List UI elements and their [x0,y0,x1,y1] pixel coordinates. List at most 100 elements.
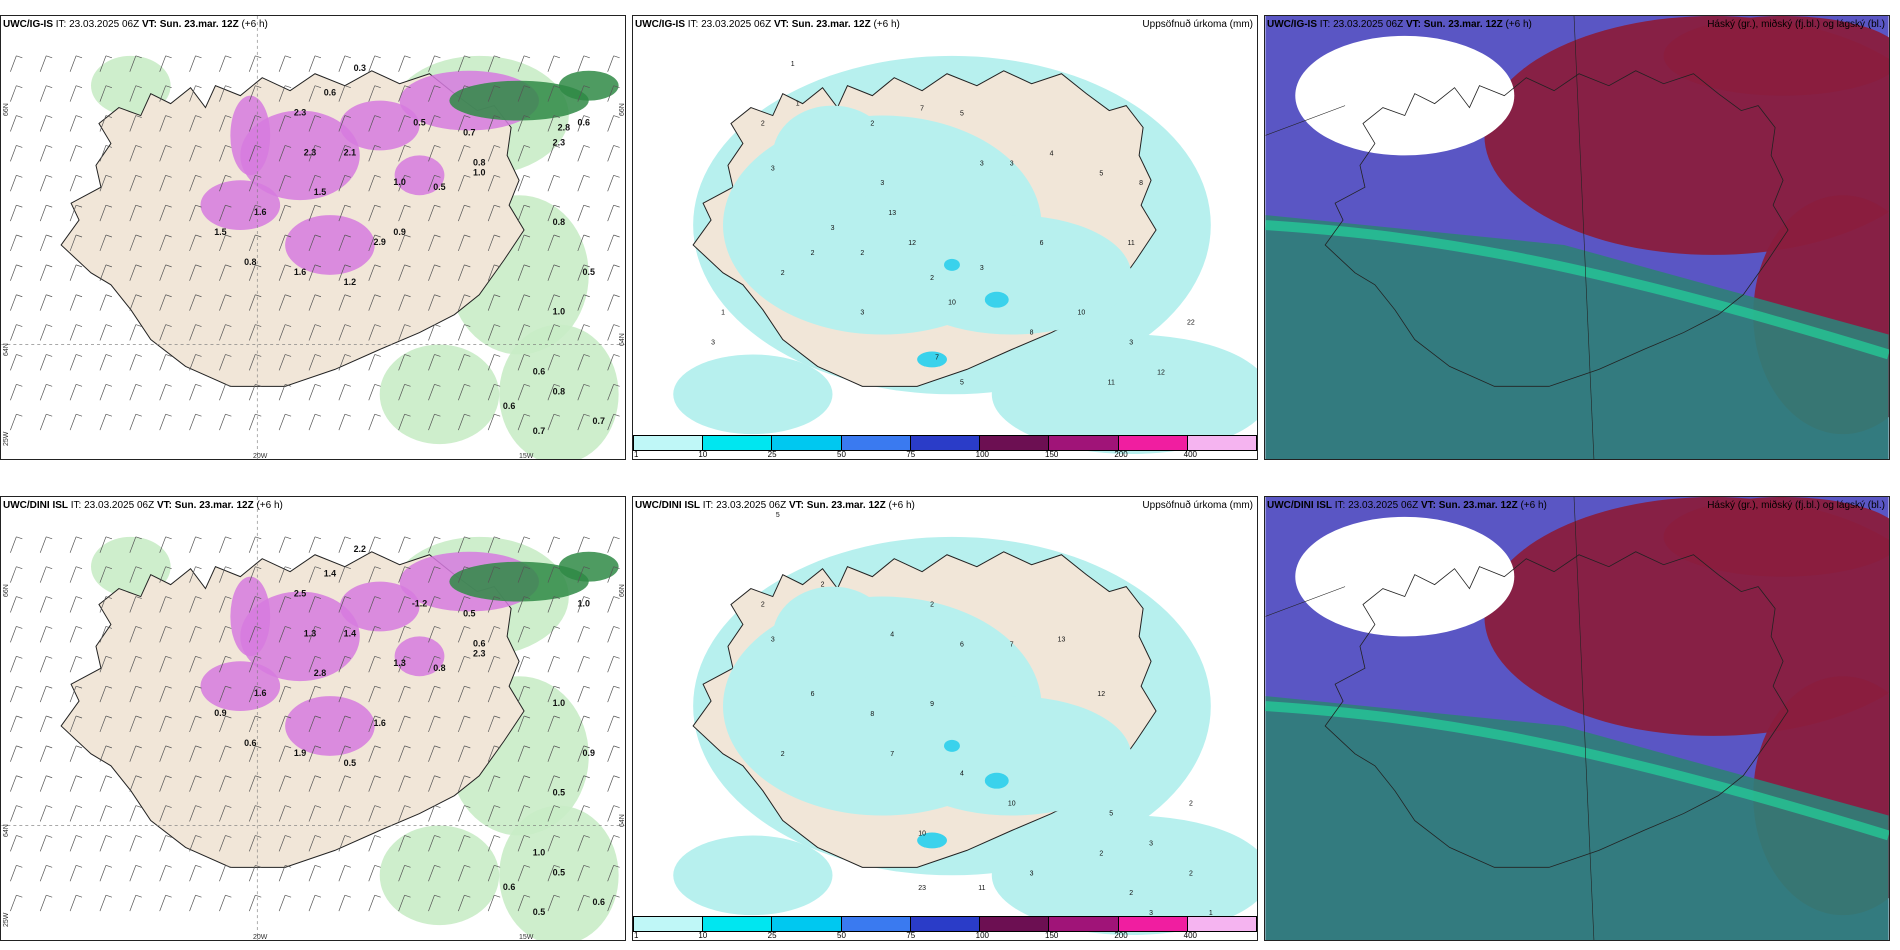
wind-barb [308,204,322,222]
wind-barb [248,775,262,792]
wind-barb [129,55,142,72]
value-label: 7 [1010,641,1014,648]
wind-barb [398,115,411,132]
wind-barb [189,865,202,882]
wind-barb [577,865,590,882]
wind-barb [248,115,262,132]
value-label: 0.6 [592,897,604,907]
wind-barb [517,865,531,882]
value-label: 1.3 [393,658,405,668]
wind-barb [308,775,322,792]
precip-area-land [892,215,1132,335]
wind-barb [159,413,172,431]
wind-barb [338,865,351,882]
wind-barb [428,204,441,222]
wind-barb [368,354,381,371]
panel-title: Háský (gr.), miðský (fj.bl.) og lágský (… [1707,19,1885,30]
wind-barb [248,174,262,192]
wind-barb [607,655,620,673]
wind-barb [219,234,232,252]
wind-barb [159,775,172,792]
value-label: 1 [1209,910,1213,917]
value-label: 10 [1078,310,1086,317]
wind-barb [99,626,113,643]
wind-barb [338,174,351,192]
wind-barb [159,174,172,192]
wind-barb [278,85,292,102]
wind-barb [69,204,83,222]
wind-barb [129,145,142,162]
wind-barb [278,115,292,132]
wind-barb [368,865,381,882]
wind-barb [159,894,172,912]
wind-barb [398,685,411,703]
wind-barb [99,865,113,882]
wind-barb [368,145,381,162]
legend-swatch [1118,436,1188,450]
wind-barb [39,685,53,703]
wind-barb [487,204,501,222]
wind-barb [517,204,531,222]
value-label: 2.3 [553,137,565,147]
wind-barb [368,324,381,341]
precip-snow-area [230,576,271,657]
wind-barb [338,775,351,792]
wind-barb [428,805,441,822]
wind-barb [338,234,351,252]
legend-swatch [1118,917,1188,931]
wind-barb [129,413,142,431]
wind-barb [428,324,441,341]
wind-barb [458,805,471,822]
wind-barb [219,894,232,912]
value-label: 2.1 [344,147,356,157]
wind-barb [487,745,501,762]
wind-barb [458,384,471,401]
wind-barb [428,55,441,72]
wind-barb [189,413,202,431]
wind-barb [10,324,23,341]
precip-heavy-area [944,739,960,752]
panel-precip-bottom: UWC/DINI ISL IT: 23.03.2025 06Z VT: Sun.… [632,496,1258,941]
value-label: 10 [1008,801,1016,808]
wind-barb [99,145,113,162]
wind-barb [487,174,501,192]
wind-barb [189,626,202,643]
wind-barb [129,536,142,553]
panel-header: UWC/IG-IS IT: 23.03.2025 06Z VT: Sun. 23… [1267,19,1532,30]
wind-barb [69,115,83,132]
wind-barb [338,596,351,613]
wind-barb [278,626,292,643]
wind-barb [278,174,292,192]
value-label: 5 [960,379,964,386]
value-label: 2.2 [354,544,366,554]
wind-barb [517,715,531,733]
legend-swatch [1187,917,1256,931]
wind-barb [577,685,590,703]
wind-barb [189,174,202,192]
wind-barb [69,264,83,281]
wind-barb [308,174,322,192]
wind-barb [398,865,411,882]
wind-barb [428,745,441,762]
value-label: 2 [860,250,864,257]
wind-map-top: 0.3 0.5 0.7 2.3 2.1 1.0 2.3 0.6 0.8 1.6 1.2 1.5 1.6 1… [1,16,625,459]
precip-light-area [379,825,500,926]
wind-barb [159,55,172,72]
wind-barb [10,536,23,553]
value-label: 2 [781,270,785,277]
value-label: 7 [890,751,894,758]
wind-barb [69,174,83,192]
wind-barb [99,715,113,733]
wind-barb [338,805,351,822]
precip-area [991,334,1257,455]
wind-barb [517,174,531,192]
wind-barb [129,204,142,222]
value-label: 1.6 [294,267,306,277]
wind-barb [517,264,531,281]
wind-barb [69,655,83,673]
wind-barb [159,715,172,733]
value-label: 5 [1109,811,1113,818]
wind-barb [39,174,53,192]
wind-barb [338,145,351,162]
wind-barb [278,655,292,673]
